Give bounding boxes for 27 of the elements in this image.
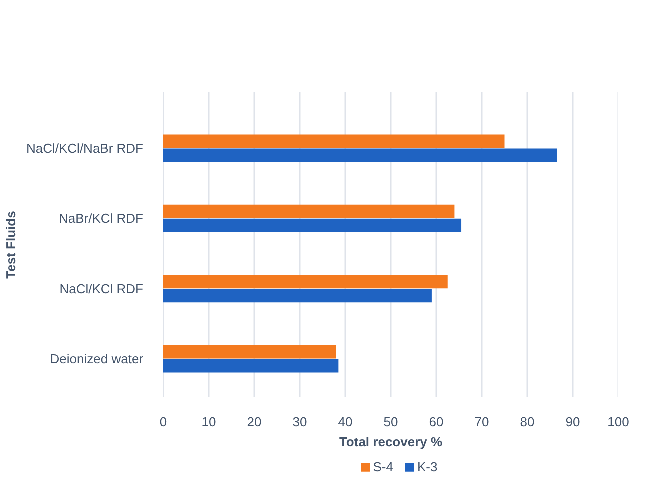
bar <box>164 148 558 162</box>
x-tick-label: 20 <box>247 414 262 430</box>
bar <box>164 345 336 359</box>
x-tick-label: 80 <box>520 414 535 430</box>
x-tick-label: 60 <box>429 414 444 430</box>
legend-label: S-4 <box>373 460 394 474</box>
x-tick-label: 70 <box>474 414 490 430</box>
bar <box>164 359 339 373</box>
x-tick-label: 30 <box>292 414 308 430</box>
bar <box>164 218 462 233</box>
x-tick-label: 0 <box>160 414 168 430</box>
x-axis-title: Total recovery % <box>339 434 443 450</box>
y-tick-label: Deionized water <box>50 351 144 366</box>
x-tick-label: 100 <box>608 414 630 430</box>
bar <box>164 204 455 218</box>
bar <box>164 275 448 289</box>
y-axis-title: Test Fluids <box>3 211 18 279</box>
legend-label: K-3 <box>418 460 438 474</box>
y-tick-label: NaBr/KCl RDF <box>58 211 144 226</box>
x-tick-label: 50 <box>384 414 398 430</box>
bar <box>164 289 432 303</box>
x-tick-label: 10 <box>202 414 216 430</box>
y-tick-label: NaCl/KCl RDF <box>60 281 144 296</box>
y-tick-label: NaCl/KCl/NaBr RDF <box>26 141 144 156</box>
bar <box>164 134 505 148</box>
x-tick-label: 40 <box>338 414 353 430</box>
x-tick-label: 90 <box>566 414 580 430</box>
